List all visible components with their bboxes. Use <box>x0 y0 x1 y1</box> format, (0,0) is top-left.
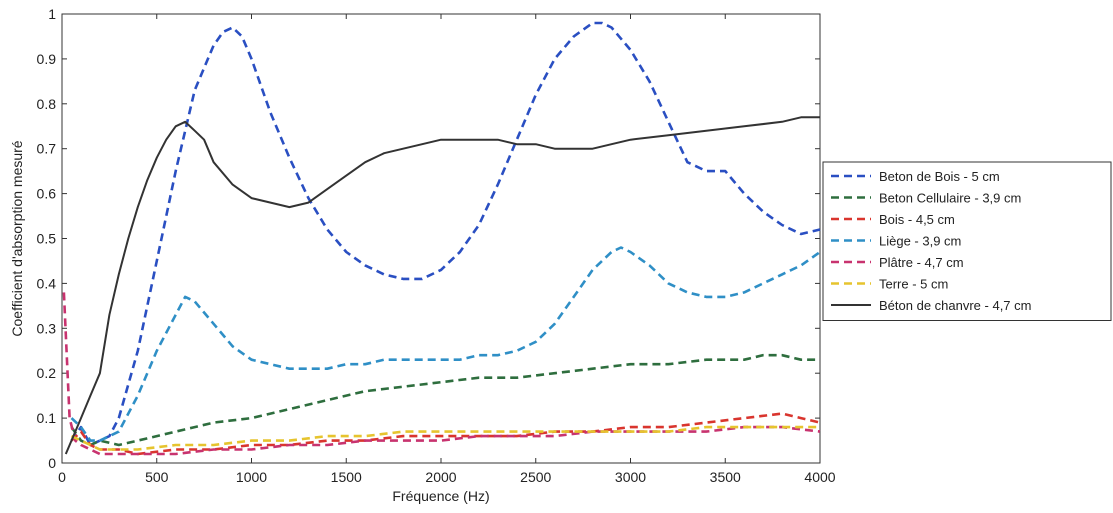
legend-label: Terre - 5 cm <box>879 277 948 292</box>
x-tick-label: 1500 <box>331 469 362 485</box>
y-tick-label: 0.3 <box>37 320 57 336</box>
legend-label: Plâtre - 4,7 cm <box>879 255 964 270</box>
legend-label: Liège - 3,9 cm <box>879 234 961 249</box>
y-tick-label: 0.8 <box>37 96 57 112</box>
y-tick-label: 0.1 <box>37 410 57 426</box>
x-tick-label: 1000 <box>236 469 267 485</box>
legend-label: Bois - 4,5 cm <box>879 212 955 227</box>
x-axis-label: Fréquence (Hz) <box>392 488 489 504</box>
y-tick-label: 0.6 <box>37 186 57 202</box>
x-tick-label: 3000 <box>615 469 646 485</box>
series-line-6 <box>70 425 820 451</box>
y-tick-label: 0.5 <box>37 231 57 247</box>
y-tick-label: 0.7 <box>37 141 57 157</box>
x-axis-ticks: 0 500 1000 1500 2000 2500 3000 3500 4000 <box>58 14 836 485</box>
y-tick-label: 1 <box>48 6 56 22</box>
series-group <box>62 21 821 456</box>
legend-label: Béton de chanvre - 4,7 cm <box>879 298 1031 313</box>
x-tick-label: 2000 <box>425 469 456 485</box>
series-line-4 <box>70 246 821 442</box>
x-tick-label: 3500 <box>710 469 741 485</box>
y-tick-label: 0.4 <box>37 275 57 291</box>
x-tick-label: 2500 <box>520 469 551 485</box>
y-tick-label: 0 <box>48 455 56 471</box>
y-axis-ticks: 0 0.1 0.2 0.3 0.4 0.5 0.6 0.7 0.8 0.9 1 <box>37 6 820 471</box>
legend: Beton de Bois - 5 cm Beton Cellulaire - 3… <box>822 161 1112 321</box>
series-line-7 <box>64 116 820 455</box>
x-tick-label: 500 <box>145 469 169 485</box>
series-line-2 <box>70 353 820 447</box>
x-tick-label: 4000 <box>804 469 835 485</box>
legend-box <box>822 161 1112 321</box>
legend-label: Beton de Bois - 5 cm <box>879 169 1000 184</box>
y-tick-label: 0.9 <box>37 51 57 67</box>
x-tick-label: 0 <box>58 469 66 485</box>
y-tick-label: 0.2 <box>37 365 57 381</box>
series-line-3 <box>70 412 821 456</box>
y-axis-label: Coefficient d'absorption mesuré <box>9 140 25 336</box>
legend-label: Beton Cellulaire - 3,9 cm <box>879 191 1021 206</box>
